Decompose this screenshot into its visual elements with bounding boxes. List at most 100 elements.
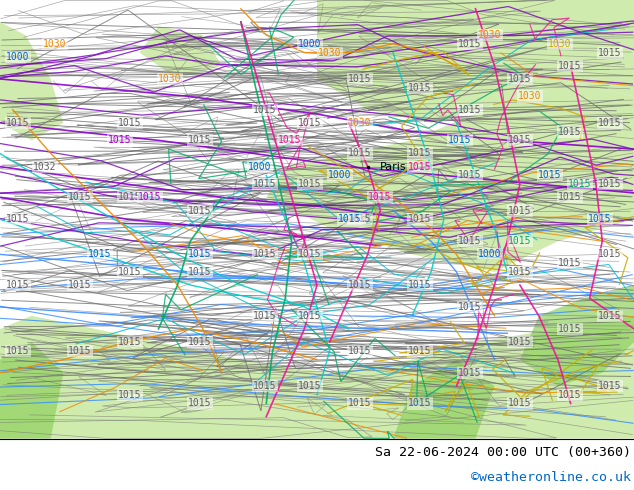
Text: 1015: 1015	[348, 148, 372, 158]
Text: 1015: 1015	[298, 381, 321, 391]
Text: 1015: 1015	[253, 381, 277, 391]
Text: 1030: 1030	[158, 74, 182, 84]
Text: 1015: 1015	[348, 346, 372, 356]
Text: 1000: 1000	[328, 171, 352, 180]
Text: 1030: 1030	[478, 30, 501, 40]
Text: 1015: 1015	[119, 193, 142, 202]
Text: 1032: 1032	[33, 162, 57, 172]
Text: 1015: 1015	[458, 236, 482, 246]
Text: 1015: 1015	[6, 346, 30, 356]
Text: 1015: 1015	[119, 337, 142, 347]
Text: 1015: 1015	[348, 280, 372, 290]
Text: 1015: 1015	[538, 171, 562, 180]
Text: Paris: Paris	[380, 162, 406, 172]
Text: 1000: 1000	[478, 249, 501, 259]
Text: 1030: 1030	[43, 39, 67, 49]
Text: 1015: 1015	[588, 214, 612, 224]
Text: 1015: 1015	[408, 214, 432, 224]
Polygon shape	[0, 316, 634, 439]
Polygon shape	[0, 342, 63, 439]
Text: 1000: 1000	[249, 162, 272, 172]
Text: 1015: 1015	[408, 162, 432, 172]
Text: 1015: 1015	[68, 193, 92, 202]
Polygon shape	[520, 285, 634, 386]
Text: 1015: 1015	[559, 324, 582, 334]
Text: 1015: 1015	[298, 249, 321, 259]
Text: 1000: 1000	[298, 39, 321, 49]
Text: 1015: 1015	[559, 390, 582, 400]
Text: 1015: 1015	[253, 105, 277, 115]
Text: 1015: 1015	[188, 205, 212, 216]
Text: 1015: 1015	[598, 48, 622, 58]
Text: 1015: 1015	[508, 267, 532, 277]
Text: 1015: 1015	[408, 398, 432, 409]
Text: 1015: 1015	[559, 258, 582, 268]
Text: 1015: 1015	[188, 267, 212, 277]
Text: 1015: 1015	[253, 249, 277, 259]
Text: 1015: 1015	[408, 280, 432, 290]
Text: 1015: 1015	[6, 118, 30, 128]
Text: 1015: 1015	[568, 179, 592, 189]
Text: 1015: 1015	[6, 280, 30, 290]
Text: 1015: 1015	[598, 381, 622, 391]
Text: 1015: 1015	[598, 311, 622, 321]
Text: Sa 22-06-2024 00:00 UTC (00+360): Sa 22-06-2024 00:00 UTC (00+360)	[375, 446, 631, 460]
Text: 1015: 1015	[458, 105, 482, 115]
Text: 1000: 1000	[6, 52, 30, 62]
Text: 1015: 1015	[339, 214, 362, 224]
Text: 1015: 1015	[348, 398, 372, 409]
Text: 1015: 1015	[119, 118, 142, 128]
Text: 1015: 1015	[188, 135, 212, 146]
Text: 1015: 1015	[188, 398, 212, 409]
Text: 1015: 1015	[448, 135, 472, 146]
Text: 1015: 1015	[508, 236, 532, 246]
Text: 1015: 1015	[598, 118, 622, 128]
Text: 1015: 1015	[458, 171, 482, 180]
Polygon shape	[266, 79, 634, 272]
Polygon shape	[0, 0, 63, 140]
Text: 1015: 1015	[508, 74, 532, 84]
Text: 1015: 1015	[348, 214, 372, 224]
Text: 1015: 1015	[508, 135, 532, 146]
Text: 1015: 1015	[368, 193, 392, 202]
Text: 1015: 1015	[508, 337, 532, 347]
Text: 1015: 1015	[598, 179, 622, 189]
Text: 1015: 1015	[408, 346, 432, 356]
Text: 1015: 1015	[458, 39, 482, 49]
Text: 1030: 1030	[548, 39, 572, 49]
Text: 1015: 1015	[559, 193, 582, 202]
Text: 1030: 1030	[318, 48, 342, 58]
Polygon shape	[393, 360, 495, 439]
Text: 1015: 1015	[508, 398, 532, 409]
Polygon shape	[317, 0, 634, 123]
Text: 1030: 1030	[518, 92, 541, 101]
Text: 1015: 1015	[508, 205, 532, 216]
Text: 1015: 1015	[188, 249, 212, 259]
Text: 1015: 1015	[458, 302, 482, 312]
Text: 1015: 1015	[119, 390, 142, 400]
Text: 1015: 1015	[68, 280, 92, 290]
Text: 1015: 1015	[6, 214, 30, 224]
Text: 1015: 1015	[119, 267, 142, 277]
Text: 1030: 1030	[348, 118, 372, 128]
Text: 1015: 1015	[598, 249, 622, 259]
Text: ©weatheronline.co.uk: ©weatheronline.co.uk	[472, 470, 631, 484]
Text: 1015: 1015	[298, 179, 321, 189]
Text: 1015: 1015	[253, 179, 277, 189]
Text: 1015: 1015	[68, 346, 92, 356]
Text: 1015: 1015	[298, 311, 321, 321]
Polygon shape	[139, 26, 222, 79]
Text: 1015: 1015	[408, 148, 432, 158]
Text: 1015: 1015	[278, 135, 302, 146]
Text: 1015: 1015	[88, 249, 112, 259]
Text: 1015: 1015	[298, 118, 321, 128]
Text: 1015: 1015	[138, 193, 162, 202]
Text: 1015: 1015	[408, 83, 432, 93]
Text: 1015: 1015	[559, 126, 582, 137]
Text: 1015: 1015	[559, 61, 582, 71]
Text: 1015: 1015	[458, 368, 482, 378]
Text: 1015: 1015	[253, 311, 277, 321]
Text: 1015: 1015	[188, 337, 212, 347]
Text: 1015: 1015	[348, 74, 372, 84]
Text: 1015: 1015	[108, 135, 132, 146]
